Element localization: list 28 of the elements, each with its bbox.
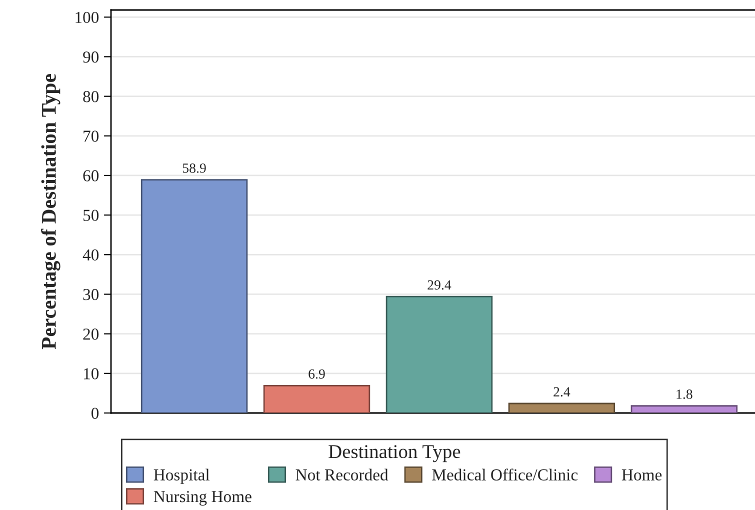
y-tick-label: 30 <box>83 288 99 300</box>
y-tick-label: 50 <box>83 210 99 222</box>
data-label: 2.4 <box>554 387 570 397</box>
data-label: 1.8 <box>676 390 692 399</box>
y-tick-label: 100 <box>76 12 99 24</box>
bar <box>263 384 370 413</box>
legend-label: Home <box>622 469 662 480</box>
bar <box>140 179 248 413</box>
data-label: 6.9 <box>308 369 325 379</box>
y-tick-label: 80 <box>83 91 99 102</box>
y-tick-label: 0 <box>91 408 99 419</box>
y-tick-label: 90 <box>83 51 99 63</box>
data-label: 29.4 <box>428 280 452 290</box>
y-tick-label: 70 <box>84 130 99 142</box>
legend-label: Not Recorded <box>296 468 388 480</box>
legend-label: Nursing Home <box>154 491 252 506</box>
y-tick-label: 60 <box>83 170 99 182</box>
bar <box>630 405 738 413</box>
y-axis-title: Percentage of Destination Type <box>41 74 60 350</box>
y-tick-label: 40 <box>82 249 99 261</box>
legend-label: Hospital <box>154 468 210 484</box>
data-label: 58.9 <box>182 163 206 173</box>
y-tick-label: 20 <box>83 328 99 340</box>
legend-label: Medical Office/Clinic <box>432 468 578 480</box>
legend-title: Destination Type <box>328 445 460 462</box>
bar <box>508 402 616 413</box>
y-tick-label: 10 <box>84 368 99 380</box>
bar <box>386 296 493 413</box>
